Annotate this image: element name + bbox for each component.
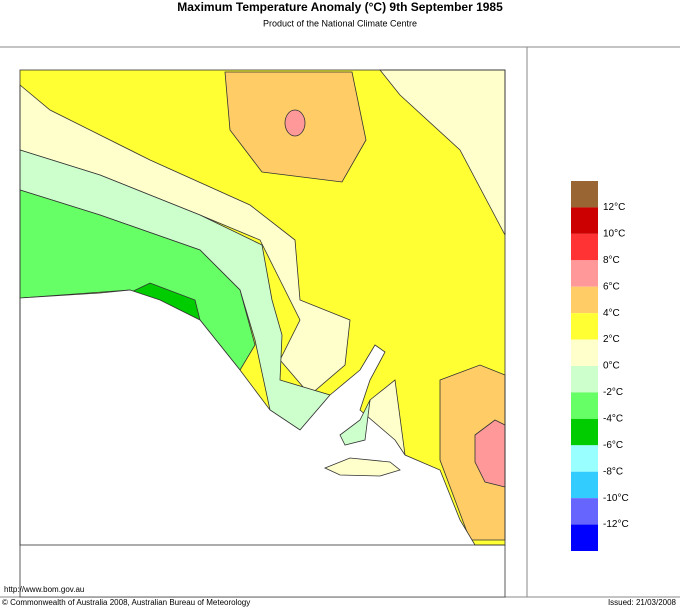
region-4-6: [439, 364, 506, 541]
legend-swatch: [571, 445, 598, 472]
legend-label: 8°C: [603, 255, 620, 266]
legend-label: 12°C: [603, 202, 625, 213]
legend-label: -6°C: [603, 440, 623, 451]
legend-label: 0°C: [603, 361, 620, 372]
legend-label: 6°C: [603, 281, 620, 292]
url: http://www.bom.gov.au: [4, 585, 84, 594]
legend: 12°C 10°C 8°C 6°C 4°C 2°C 0°C -2°C -4°C -6°C -8°C -…: [571, 181, 629, 551]
legend-swatch: [571, 471, 598, 499]
legend-label: 2°C: [603, 334, 620, 345]
map-border: [19, 69, 506, 546]
issued: Issued: 21/03/2008: [608, 598, 677, 607]
region-m4-m2: [19, 189, 256, 371]
legend-swatch: [571, 260, 598, 287]
legend-label: 4°C: [603, 308, 620, 319]
legend-swatch: [571, 313, 598, 340]
legend-label: -2°C: [603, 387, 623, 398]
region-6-8: [284, 109, 306, 137]
legend-swatch: [571, 366, 598, 393]
legend-label: -8°C: [603, 466, 623, 477]
subtitle: Product of the National Climate Centre: [263, 18, 417, 28]
legend-swatch: [571, 498, 598, 525]
legend-label: -10°C: [603, 493, 629, 504]
peninsula: [339, 399, 371, 446]
legend-swatch: [571, 418, 598, 446]
legend-swatch: [571, 524, 598, 551]
legend-swatch: [571, 233, 598, 261]
legend-swatch: [571, 207, 598, 234]
island: [323, 457, 401, 477]
legend-swatch: [571, 392, 598, 419]
legend-label: -4°C: [603, 413, 623, 424]
map: [19, 69, 506, 598]
legend-label: 10°C: [603, 228, 625, 239]
legend-swatch: [571, 181, 598, 208]
title: Maximum Temperature Anomaly (°C) 9th Sep…: [177, 0, 503, 14]
copyright: © Commonwealth of Australia 2008, Austra…: [2, 598, 250, 607]
legend-swatch: [571, 286, 598, 314]
legend-swatch: [571, 339, 598, 366]
legend-label: -12°C: [603, 519, 629, 530]
